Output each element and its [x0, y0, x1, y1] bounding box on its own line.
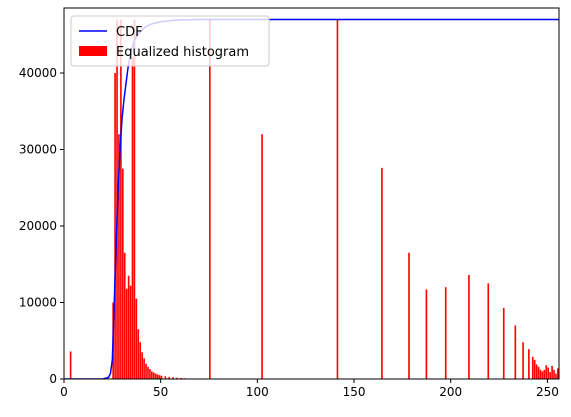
histogram-bar	[537, 366, 540, 379]
histogram-bar	[528, 349, 530, 379]
histogram-bar	[114, 73, 116, 379]
histogram-bar	[425, 289, 428, 379]
histogram-bar	[514, 325, 517, 379]
histogram-bar	[551, 366, 553, 379]
histogram-bar	[125, 288, 128, 379]
x-tick-label: 0	[60, 385, 68, 399]
histogram-bar	[118, 134, 120, 379]
histogram-bar	[557, 368, 559, 379]
plot-frame	[63, 7, 560, 380]
x-tick-label: 50	[153, 385, 168, 399]
histogram-bar	[535, 364, 538, 379]
histogram-bar	[172, 377, 174, 379]
histogram-bar	[164, 376, 167, 379]
y-tick-label: 30000	[19, 143, 57, 157]
histogram-bar	[502, 307, 505, 379]
x-tick-label: 200	[439, 385, 462, 399]
histogram-bar	[139, 342, 142, 379]
histogram-bar	[135, 298, 138, 379]
y-tick-label: 10000	[19, 296, 57, 310]
histogram-bar	[531, 356, 534, 379]
histogram-bar	[127, 275, 130, 379]
legend-box	[70, 15, 270, 67]
axes: 0 50 100 150 200 250 0 10000 20000 30000 40000	[19, 7, 560, 399]
histogram-bar	[539, 369, 542, 379]
legend: CDF Equalized histogram	[70, 15, 270, 67]
histogram-bar	[122, 168, 124, 379]
histogram-bar	[261, 134, 263, 379]
histogram-bar	[468, 274, 470, 379]
legend-cdf-label: CDF	[116, 25, 143, 40]
histogram-bar	[160, 375, 163, 379]
histogram-bar	[553, 369, 555, 379]
histogram-bar	[137, 329, 140, 379]
histogram-bar	[487, 283, 490, 379]
histogram-bar	[151, 371, 153, 379]
y-tick-label: 40000	[19, 66, 57, 80]
histogram-bar	[547, 367, 550, 379]
histogram-bar	[129, 285, 132, 379]
y-tick-label: 0	[49, 372, 57, 386]
histogram-bar	[147, 366, 149, 379]
histogram-bar	[522, 342, 524, 379]
legend-histogram-swatch	[79, 46, 107, 56]
histogram-bar	[152, 372, 155, 379]
histogram-bar	[209, 19, 211, 379]
histogram-bar	[143, 358, 145, 379]
histogram-bar	[133, 19, 136, 379]
x-tick-label: 250	[536, 385, 559, 399]
x-tick-label: 150	[343, 385, 366, 399]
histogram-bar	[141, 352, 143, 379]
histogram-bar	[543, 369, 546, 379]
histogram-bar	[549, 372, 551, 379]
histogram-bar	[408, 252, 410, 379]
histogram-bar	[123, 252, 126, 379]
histogram-bar	[176, 377, 178, 379]
histogram-bar	[533, 359, 536, 379]
histogram-bar	[555, 373, 557, 379]
histogram-bar	[131, 57, 134, 379]
y-tick-label: 20000	[19, 219, 57, 233]
histogram-bar	[156, 374, 159, 379]
histogram-bar	[158, 375, 161, 379]
histogram-bar	[149, 369, 151, 379]
histogram-bar	[541, 371, 544, 379]
x-tick-label: 100	[246, 385, 269, 399]
legend-histogram-label: Equalized histogram	[116, 45, 249, 60]
histogram-bar	[154, 373, 157, 379]
histogram-bar	[168, 376, 171, 379]
histogram-bar	[381, 167, 383, 379]
histogram-bar	[120, 19, 122, 379]
histogram-bar	[444, 287, 447, 379]
histogram-bar	[336, 19, 339, 379]
histogram-bar	[545, 365, 548, 379]
histogram-bar	[145, 363, 147, 379]
histogram-bar	[69, 351, 72, 379]
